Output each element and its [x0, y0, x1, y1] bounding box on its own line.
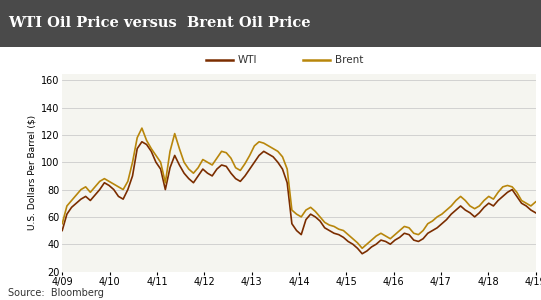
Y-axis label: U.S. Dollars Per Barrel ($): U.S. Dollars Per Barrel ($): [28, 115, 37, 230]
Brent: [359, 247, 365, 250]
Line: WTI: WTI: [62, 142, 536, 254]
Brent: [138, 126, 145, 130]
WTI: [279, 167, 286, 171]
Brent: [59, 222, 65, 226]
WTI: [153, 160, 159, 164]
Brent: [279, 155, 286, 159]
Text: Source:  Bloomberg: Source: Bloomberg: [8, 289, 104, 298]
Text: WTI: WTI: [238, 55, 258, 65]
WTI: [476, 211, 483, 214]
Brent: [167, 149, 173, 153]
WTI: [359, 252, 365, 256]
Text: WTI Oil Price versus  Brent Oil Price: WTI Oil Price versus Brent Oil Price: [8, 16, 311, 30]
Brent: [476, 204, 483, 208]
WTI: [439, 222, 445, 226]
WTI: [401, 232, 407, 235]
WTI: [59, 229, 65, 232]
Brent: [153, 154, 159, 157]
Brent: [439, 212, 445, 216]
WTI: [138, 140, 145, 144]
Text: Brent: Brent: [335, 55, 364, 65]
Line: Brent: Brent: [62, 128, 536, 248]
WTI: [167, 166, 173, 169]
WTI: [532, 211, 539, 214]
Brent: [401, 225, 407, 228]
Brent: [532, 200, 539, 204]
